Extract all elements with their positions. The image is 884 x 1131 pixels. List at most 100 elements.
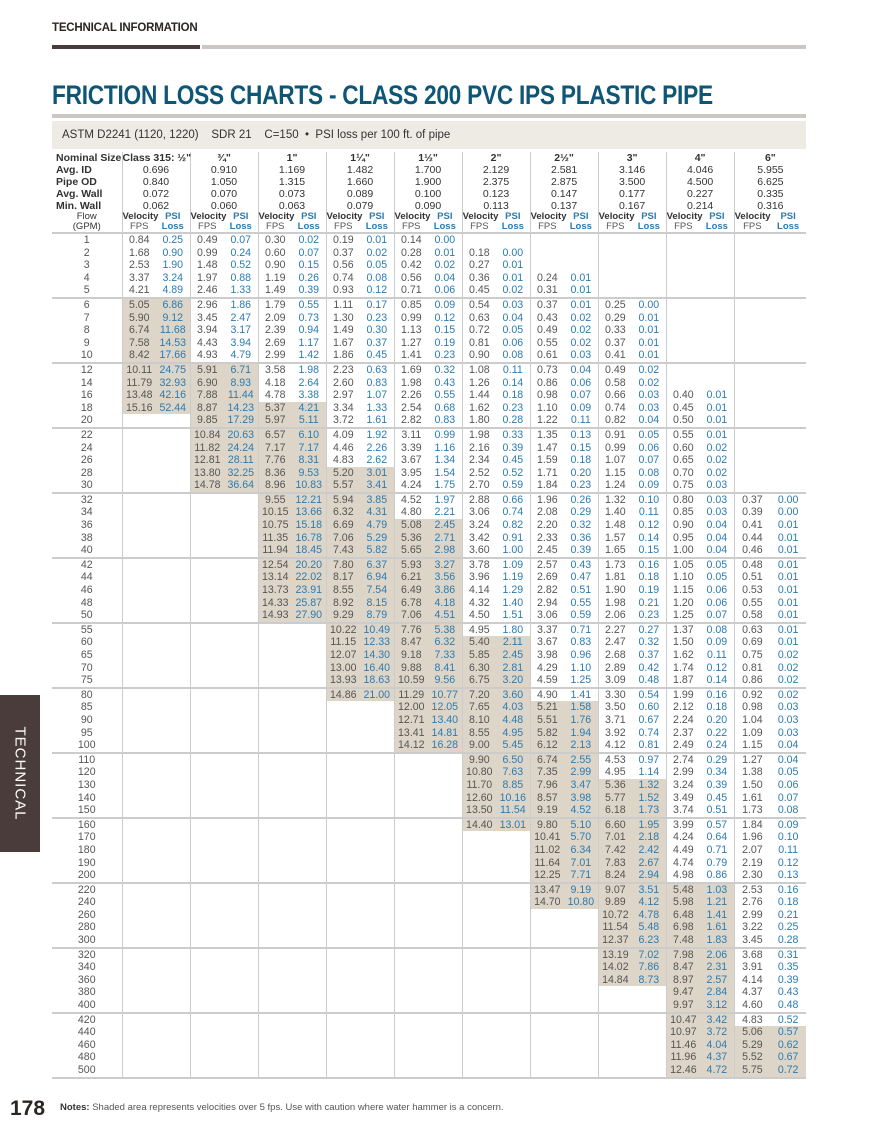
velocity-fps (393, 1026, 429, 1039)
velocity-fps: 0.72 (461, 324, 497, 337)
velocity-fps: 1.26 (461, 376, 497, 390)
flow-gpm: 6 (52, 296, 122, 312)
velocity-fps: 8.96 (257, 479, 293, 493)
psi-loss: 0.03 (638, 401, 660, 414)
psi-loss: 0.01 (777, 571, 799, 584)
psi-loss: 0.08 (700, 621, 735, 637)
velocity-fps: 1.49 (325, 324, 361, 337)
psi-loss (496, 934, 530, 948)
psi-loss (224, 556, 259, 572)
velocity-fps (189, 1051, 225, 1064)
table-row: 460 11.46 4.04 5.29 0.62 (52, 1038, 807, 1052)
psi-loss (496, 946, 531, 962)
psi-loss (224, 714, 258, 727)
velocity-fps: 8.55 (461, 726, 497, 740)
velocity-fps: 3.22 (733, 921, 771, 935)
velocity-fps (393, 986, 429, 1000)
velocity-fps: 1.84 (529, 479, 565, 493)
velocity-fps: 9.97 (665, 999, 701, 1013)
flow-gpm: 120 (77, 766, 96, 779)
psi-loss: 8.79 (360, 609, 395, 623)
psi-loss (700, 296, 735, 312)
velocity-fps: 3.58 (257, 361, 293, 377)
pipe-id: 1.700 (393, 164, 463, 176)
psi-loss: 0.01 (434, 246, 456, 259)
psi-loss: 0.55 (570, 596, 592, 609)
psi-loss: 0.37 (638, 649, 660, 661)
velocity-fps (121, 843, 156, 857)
psi-loss (360, 1039, 394, 1052)
velocity-fps: 6.74 (529, 751, 565, 767)
psi-loss (292, 621, 327, 637)
psi-loss: 2.42 (632, 843, 667, 857)
velocity-fps: 3.06 (529, 609, 565, 623)
pipe-id: 0.910 (189, 164, 259, 176)
velocity-fps: 9.19 (529, 804, 565, 818)
flow-gpm: 10 (80, 349, 93, 362)
psi-loss: 0.03 (570, 349, 592, 362)
velocity-fps (325, 934, 361, 948)
psi-loss: 7.63 (496, 766, 531, 779)
velocity-fps (121, 816, 156, 832)
velocity-fps: 9.55 (257, 491, 293, 507)
psi-loss: 0.57 (700, 816, 735, 832)
velocity-fps (597, 1026, 633, 1039)
side-tab[interactable]: TECHNICAL (0, 695, 40, 852)
velocity-fps: 3.67 (393, 454, 429, 467)
psi-loss (224, 921, 258, 934)
velocity-header: FPS (529, 222, 565, 234)
psi-loss (156, 1064, 191, 1079)
velocity-fps: 1.98 (393, 376, 429, 390)
velocity-fps (597, 1011, 633, 1027)
table-row: 110 9.90 6.50 6.74 2.55 4.53 0.97 2.74 0.29 1.27 0… (52, 751, 807, 767)
psi-loss: 2.57 (700, 973, 735, 987)
velocity-fps: 1.61 (733, 791, 771, 805)
pipe-id: 1.169 (257, 164, 327, 176)
table-row: 44 13.14 22.02 8.17 6.94 6.21 3.56 3.96 1.19 2.69… (52, 571, 806, 585)
velocity-fps: 3.99 (665, 816, 701, 832)
velocity-fps: 1.20 (665, 596, 701, 610)
velocity-fps: 4.60 (733, 999, 771, 1013)
velocity-fps: 0.86 (733, 674, 771, 688)
velocity-fps: 0.90 (665, 519, 701, 532)
velocity-fps: 2.46 (189, 284, 225, 298)
psi-loss: 0.04 (706, 531, 728, 544)
velocity-fps (257, 934, 293, 948)
psi-loss: 4.18 (428, 596, 463, 610)
psi-loss (156, 491, 191, 507)
velocity-fps: 4.32 (461, 596, 497, 610)
psi-loss: 0.43 (777, 986, 799, 999)
velocity-fps: 12.54 (257, 556, 293, 572)
psi-loss (156, 636, 190, 649)
psi-loss: 2.55 (564, 751, 599, 767)
psi-loss: 20.63 (224, 426, 259, 442)
psi-loss (496, 921, 530, 934)
flow-gpm: 3 (83, 259, 90, 272)
velocity-fps (393, 908, 429, 922)
psi-loss (156, 506, 190, 519)
psi-loss (224, 491, 259, 507)
velocity-fps (393, 751, 429, 767)
velocity-fps: 13.48 (121, 389, 156, 402)
velocity-fps: 10.59 (393, 674, 429, 688)
velocity-fps (257, 1051, 293, 1064)
psi-loss: 6.71 (224, 361, 259, 377)
table-row: 100 14.12 16.28 9.00 5.45 6.12 2.13 4.12 0.81 2.4… (52, 739, 806, 753)
velocity-fps: 4.49 (665, 843, 701, 857)
psi-loss: 0.01 (570, 284, 592, 297)
velocity-fps (393, 973, 429, 987)
table-row: 36 10.75 15.18 6.69 4.79 5.08 2.45 3.24 0.82 2.20… (52, 519, 806, 532)
psi-loss: 0.05 (700, 556, 735, 572)
psi-loss: 5.45 (496, 739, 531, 753)
psi-loss: 0.35 (777, 961, 799, 974)
velocity-fps: 1.96 (529, 491, 565, 507)
velocity-fps (461, 934, 497, 948)
psi-loss: 0.09 (770, 816, 807, 832)
velocity-fps (733, 466, 771, 480)
velocity-fps (733, 479, 771, 493)
velocity-fps: 8.97 (665, 973, 701, 987)
velocity-fps (325, 896, 361, 909)
psi-loss: 0.14 (706, 674, 728, 687)
velocity-fps: 0.85 (393, 296, 429, 312)
velocity-fps: 10.15 (257, 506, 293, 520)
